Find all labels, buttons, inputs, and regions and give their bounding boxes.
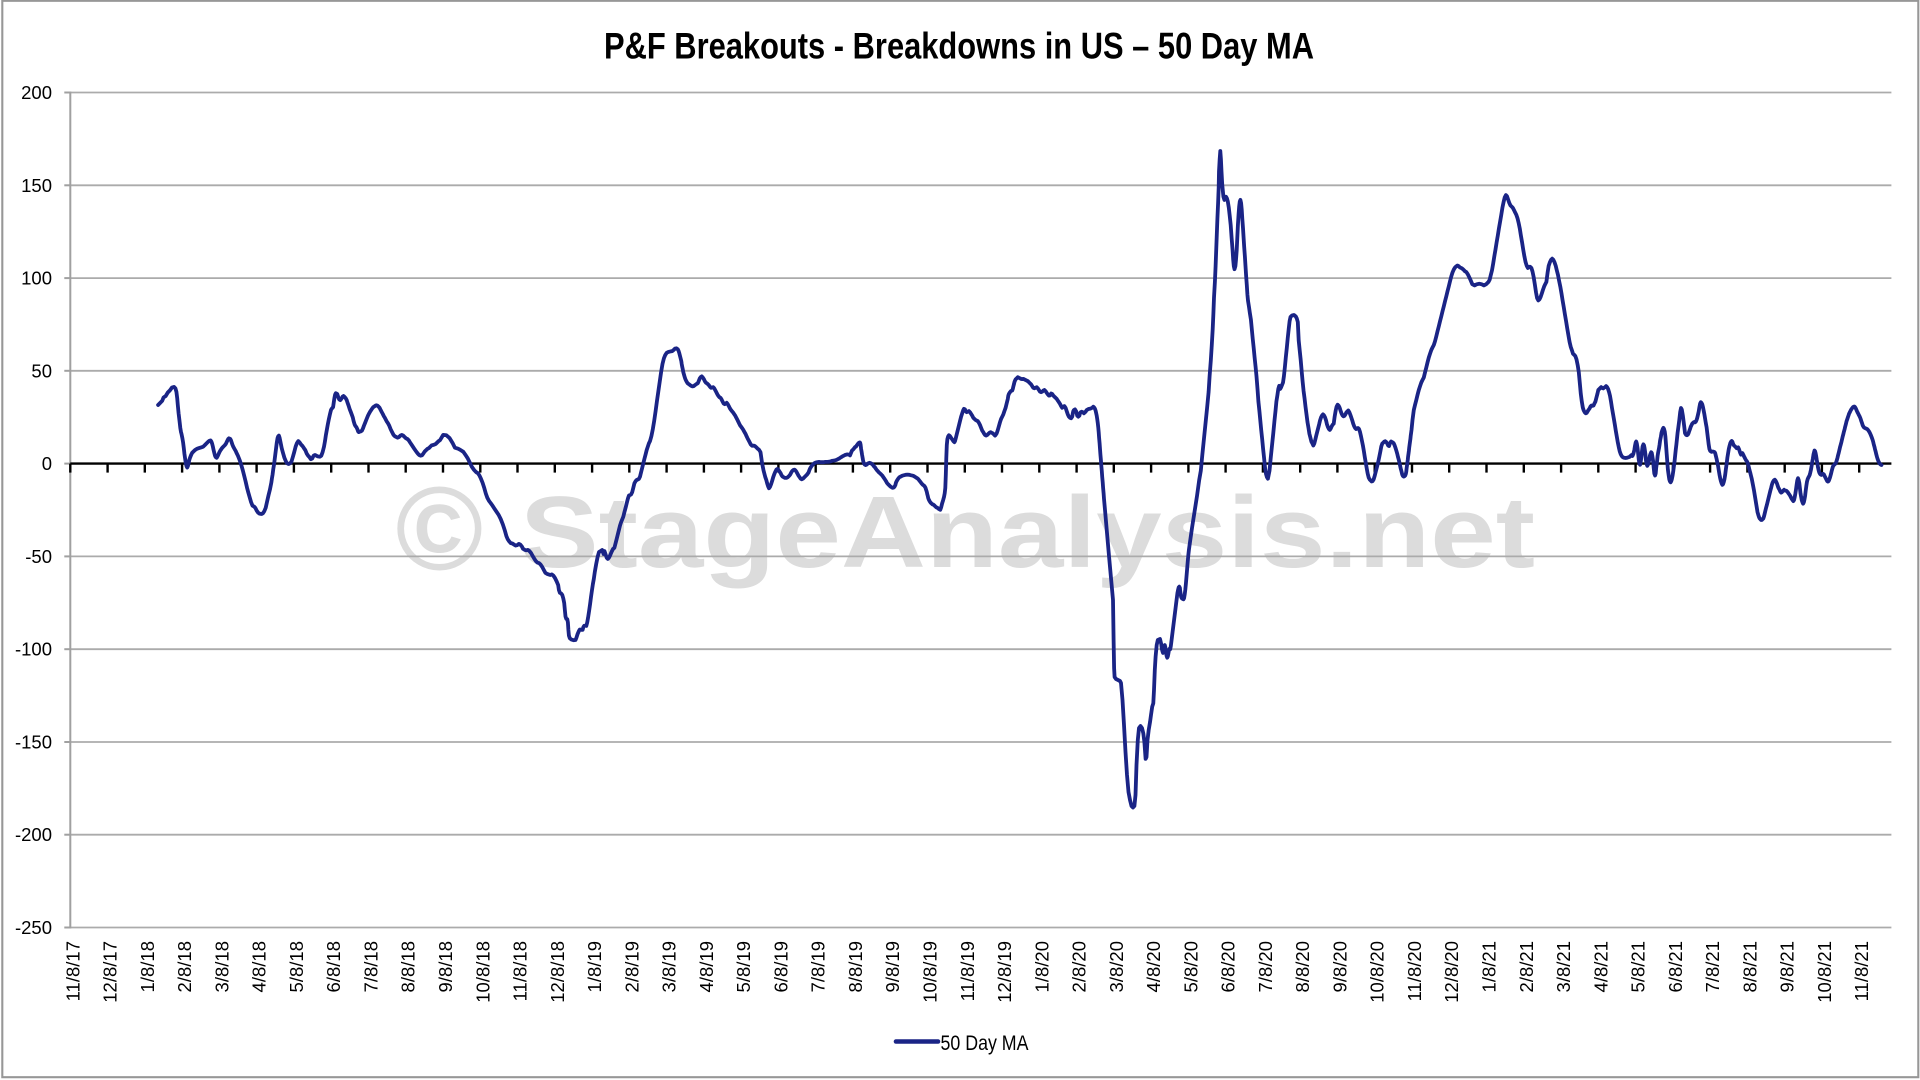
svg-text:10/8/19: 10/8/19 — [920, 941, 941, 1003]
svg-text:3/8/18: 3/8/18 — [211, 941, 232, 992]
svg-text:3/8/20: 3/8/20 — [1106, 941, 1127, 992]
svg-text:12/8/17: 12/8/17 — [100, 941, 121, 1003]
svg-text:50: 50 — [31, 360, 52, 381]
svg-text:9/8/19: 9/8/19 — [882, 941, 903, 992]
svg-text:4/8/21: 4/8/21 — [1590, 941, 1611, 992]
svg-text:0: 0 — [42, 453, 52, 474]
svg-text:9/8/21: 9/8/21 — [1777, 941, 1798, 992]
svg-text:-50: -50 — [25, 546, 52, 567]
svg-text:8/8/19: 8/8/19 — [845, 941, 866, 992]
svg-text:7/8/20: 7/8/20 — [1255, 941, 1276, 992]
svg-text:10/8/20: 10/8/20 — [1367, 941, 1388, 1003]
svg-text:3/8/21: 3/8/21 — [1553, 941, 1574, 992]
svg-text:5/8/20: 5/8/20 — [1180, 941, 1201, 992]
svg-text:StageAnalysis.net: StageAnalysis.net — [520, 475, 1535, 589]
svg-text:5/8/21: 5/8/21 — [1628, 941, 1649, 992]
svg-text:7/8/21: 7/8/21 — [1702, 941, 1723, 992]
svg-text:-100: -100 — [15, 639, 52, 660]
svg-text:10/8/18: 10/8/18 — [472, 941, 493, 1003]
svg-text:7/8/19: 7/8/19 — [808, 941, 829, 992]
svg-text:-150: -150 — [15, 732, 52, 753]
svg-text:8/8/18: 8/8/18 — [398, 941, 419, 992]
svg-text:11/8/21: 11/8/21 — [1851, 941, 1872, 1001]
svg-text:©: © — [396, 463, 484, 596]
svg-text:-250: -250 — [15, 917, 52, 938]
svg-text:6/8/18: 6/8/18 — [323, 941, 344, 992]
svg-text:11/8/17: 11/8/17 — [62, 941, 83, 1001]
svg-text:2/8/19: 2/8/19 — [621, 941, 642, 992]
svg-text:100: 100 — [21, 268, 52, 289]
svg-text:8/8/21: 8/8/21 — [1739, 941, 1760, 992]
svg-text:11/8/20: 11/8/20 — [1404, 941, 1425, 1001]
svg-text:5/8/18: 5/8/18 — [286, 941, 307, 992]
svg-text:1/8/19: 1/8/19 — [584, 941, 605, 992]
svg-text:9/8/18: 9/8/18 — [435, 941, 456, 992]
svg-text:150: 150 — [21, 175, 52, 196]
svg-text:-200: -200 — [15, 824, 52, 845]
svg-text:7/8/18: 7/8/18 — [361, 941, 382, 992]
svg-text:P&F Breakouts - Breakdowns in: P&F Breakouts - Breakdowns in US – 50 Da… — [604, 25, 1314, 67]
svg-text:3/8/19: 3/8/19 — [659, 941, 680, 992]
svg-text:11/8/19: 11/8/19 — [957, 941, 978, 1001]
svg-text:1/8/21: 1/8/21 — [1479, 941, 1500, 992]
svg-text:4/8/20: 4/8/20 — [1143, 941, 1164, 992]
svg-text:5/8/19: 5/8/19 — [733, 941, 754, 992]
svg-text:4/8/19: 4/8/19 — [696, 941, 717, 992]
svg-text:2/8/21: 2/8/21 — [1516, 941, 1537, 992]
svg-text:1/8/18: 1/8/18 — [137, 941, 158, 992]
svg-text:4/8/18: 4/8/18 — [249, 941, 270, 992]
svg-text:1/8/20: 1/8/20 — [1031, 941, 1052, 992]
svg-text:6/8/21: 6/8/21 — [1665, 941, 1686, 992]
svg-text:200: 200 — [21, 82, 52, 103]
svg-text:9/8/20: 9/8/20 — [1329, 941, 1350, 992]
svg-text:12/8/19: 12/8/19 — [994, 941, 1015, 1003]
svg-text:2/8/20: 2/8/20 — [1069, 941, 1090, 992]
svg-text:12/8/18: 12/8/18 — [547, 941, 568, 1003]
svg-text:8/8/20: 8/8/20 — [1292, 941, 1313, 992]
svg-text:12/8/20: 12/8/20 — [1441, 941, 1462, 1003]
svg-text:10/8/21: 10/8/21 — [1814, 941, 1835, 1003]
svg-text:11/8/18: 11/8/18 — [510, 941, 531, 1001]
svg-text:50 Day MA: 50 Day MA — [941, 1032, 1029, 1055]
svg-text:2/8/18: 2/8/18 — [174, 941, 195, 992]
svg-text:6/8/19: 6/8/19 — [770, 941, 791, 992]
svg-text:6/8/20: 6/8/20 — [1218, 941, 1239, 992]
